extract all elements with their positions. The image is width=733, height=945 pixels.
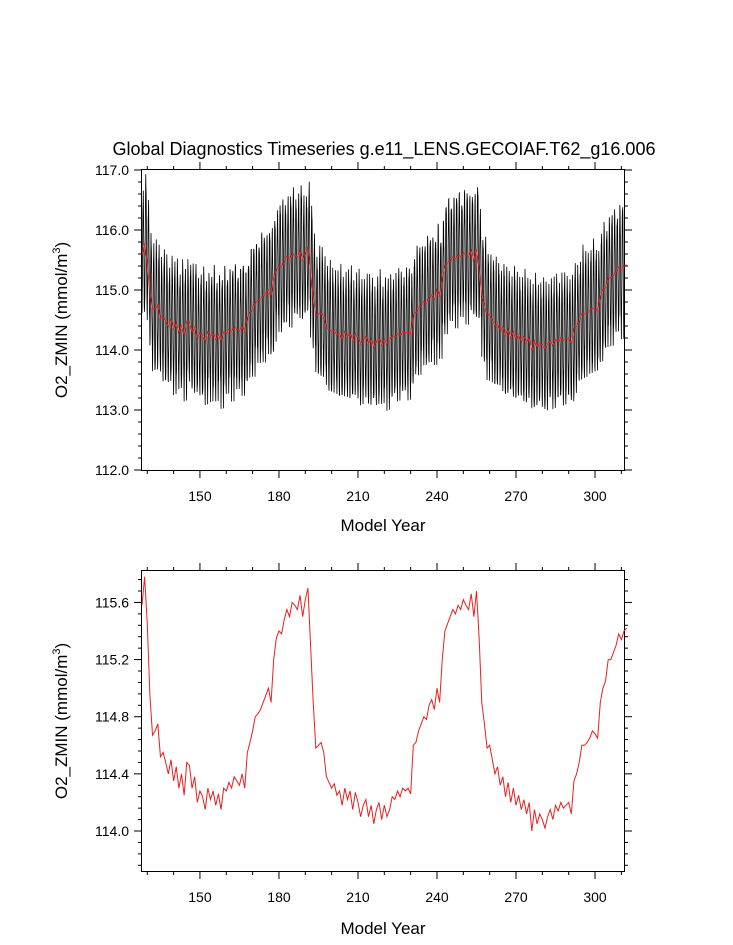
top-plot-frame [141, 169, 625, 471]
monthly-series-line [141, 174, 625, 411]
y-tick-label: 115.2 [95, 652, 129, 668]
y-tick-label: 113.0 [95, 402, 129, 418]
x-tick-label: 150 [188, 889, 212, 905]
x-tick-label: 180 [267, 488, 291, 504]
x-tick-label: 180 [267, 889, 291, 905]
annual-series-line [141, 243, 627, 351]
y-tick-label: 114.8 [95, 709, 129, 725]
x-tick-label: 150 [188, 488, 212, 504]
y-tick-label: 115.6 [95, 594, 129, 610]
x-tick-label: 210 [346, 488, 370, 504]
bottom-chart-ticks [134, 563, 632, 879]
bottom-plot-frame [141, 570, 625, 872]
y-tick-label: 114.0 [95, 342, 129, 358]
bottom-chart-tick-labels: 150 180 210 240 270 300 114.0 114.4 114.8 115.2 11… [95, 594, 607, 905]
x-tick-label: 270 [504, 889, 528, 905]
annual-series-line [141, 576, 627, 832]
top-y-axis-label: O2_ZMIN (mmol/m3) [51, 242, 71, 398]
top-chart-tick-labels: 150 180 210 240 270 300 112.0 113.0 114.0 115.0 11… [95, 162, 607, 504]
y-tick-label: 112.0 [95, 462, 129, 478]
chart-title: Global Diagnostics Timeseries g.e11_LENS… [113, 139, 656, 160]
y-tick-label: 114.0 [95, 823, 129, 839]
x-tick-label: 300 [583, 488, 607, 504]
bottom-chart-series [141, 576, 627, 832]
x-tick-label: 270 [504, 488, 528, 504]
bottom-x-axis-label: Model Year [340, 919, 425, 938]
bottom-y-axis-label: O2_ZMIN (mmol/m3) [51, 643, 71, 799]
x-tick-label: 300 [583, 889, 607, 905]
top-chart-series [141, 174, 627, 411]
x-tick-label: 210 [346, 889, 370, 905]
bottom-chart: 150 180 210 240 270 300 114.0 114.4 114.8 115.2 11… [51, 563, 632, 938]
y-tick-label: 115.0 [95, 282, 129, 298]
x-tick-label: 240 [425, 889, 449, 905]
y-tick-label: 114.4 [95, 766, 129, 782]
x-tick-label: 240 [425, 488, 449, 504]
y-tick-label: 116.0 [95, 222, 129, 238]
top-x-axis-label: Model Year [340, 516, 425, 535]
top-chart: 150 180 210 240 270 300 112.0 113.0 114.0 115.0 11… [51, 162, 632, 535]
y-tick-label: 117.0 [95, 162, 129, 178]
